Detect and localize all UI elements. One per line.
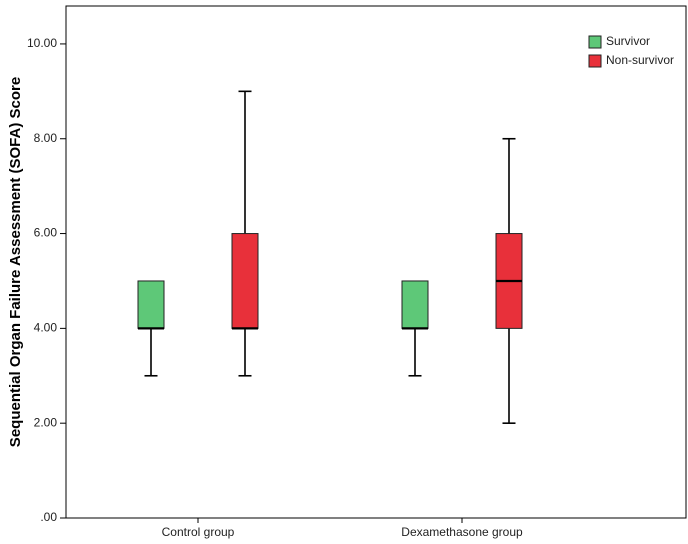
box-body <box>137 280 165 329</box>
box-survivor-0 <box>137 280 165 377</box>
box-body <box>401 280 429 329</box>
box-body <box>231 233 259 329</box>
legend: Survivor Non-survivor <box>588 34 674 68</box>
y-tick-label: 6.00 <box>34 226 58 240</box>
x-tick-label: Dexamethasone group <box>401 525 523 539</box>
legend-swatch <box>588 54 602 68</box>
box-plots <box>137 90 523 424</box>
y-axis: .00 2.00 4.00 6.00 8.00 10.00 <box>27 36 66 524</box>
y-tick-label: .00 <box>40 510 57 524</box>
x-axis: Control group Dexamethasone group <box>162 518 523 539</box>
box-non-survivor-0 <box>231 90 259 377</box>
box-survivor-1 <box>401 280 429 377</box>
plot-frame <box>65 5 687 519</box>
box-non-survivor-1 <box>495 137 523 424</box>
y-tick-label: 4.00 <box>34 321 58 335</box>
legend-swatch <box>588 35 602 49</box>
y-tick-label: 10.00 <box>27 36 57 50</box>
legend-label: Non-survivor <box>606 53 674 67</box>
x-tick-label: Control group <box>162 525 235 539</box>
legend-label: Survivor <box>606 34 650 48</box>
y-tick-label: 8.00 <box>34 131 58 145</box>
y-tick-label: 2.00 <box>34 415 58 429</box>
y-axis-label: Sequential Organ Failure Assessment (SOF… <box>7 77 24 447</box>
